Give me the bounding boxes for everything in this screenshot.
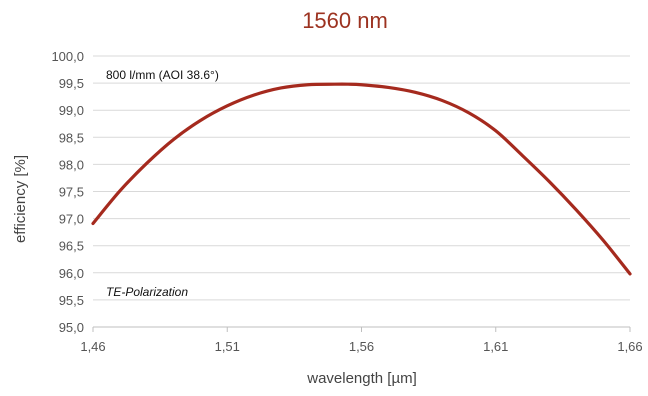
axes [92, 326, 631, 332]
y-tick-label: 100,0 [51, 49, 84, 64]
efficiency-series-line [91, 82, 632, 276]
y-axis-label: efficiency [%] [12, 155, 29, 243]
y-tick-label: 99,5 [59, 76, 84, 91]
y-tick-label: 98,0 [59, 157, 84, 172]
series-layer [91, 82, 632, 276]
y-tick-label: 95,0 [59, 320, 84, 335]
x-tick-label: 1,66 [617, 339, 642, 354]
y-tick-label: 99,0 [59, 103, 84, 118]
y-tick-label: 95,5 [59, 293, 84, 308]
tick-labels: 95,0 95,5 96,0 96,5 97,0 97,5 98,0 98,5 99,0 99,5… [51, 49, 642, 354]
x-tick-label: 1,46 [80, 339, 105, 354]
x-axis-label: wavelength [µm] [306, 370, 417, 387]
polarization-annotation: TE-Polarization [106, 285, 188, 299]
y-tick-label: 96,5 [59, 239, 84, 254]
y-tick-label: 97,5 [59, 185, 84, 200]
grating-annotation: 800 l/mm (AOI 38.6°) [106, 68, 219, 82]
y-tick-label: 98,5 [59, 130, 84, 145]
grid-lines [93, 55, 630, 301]
x-tick-label: 1,61 [483, 339, 508, 354]
chart-title: 1560 nm [302, 8, 388, 33]
x-tick-label: 1,56 [349, 339, 374, 354]
x-tick-label: 1,51 [215, 339, 240, 354]
y-tick-label: 96,0 [59, 266, 84, 281]
y-tick-label: 97,0 [59, 212, 84, 227]
